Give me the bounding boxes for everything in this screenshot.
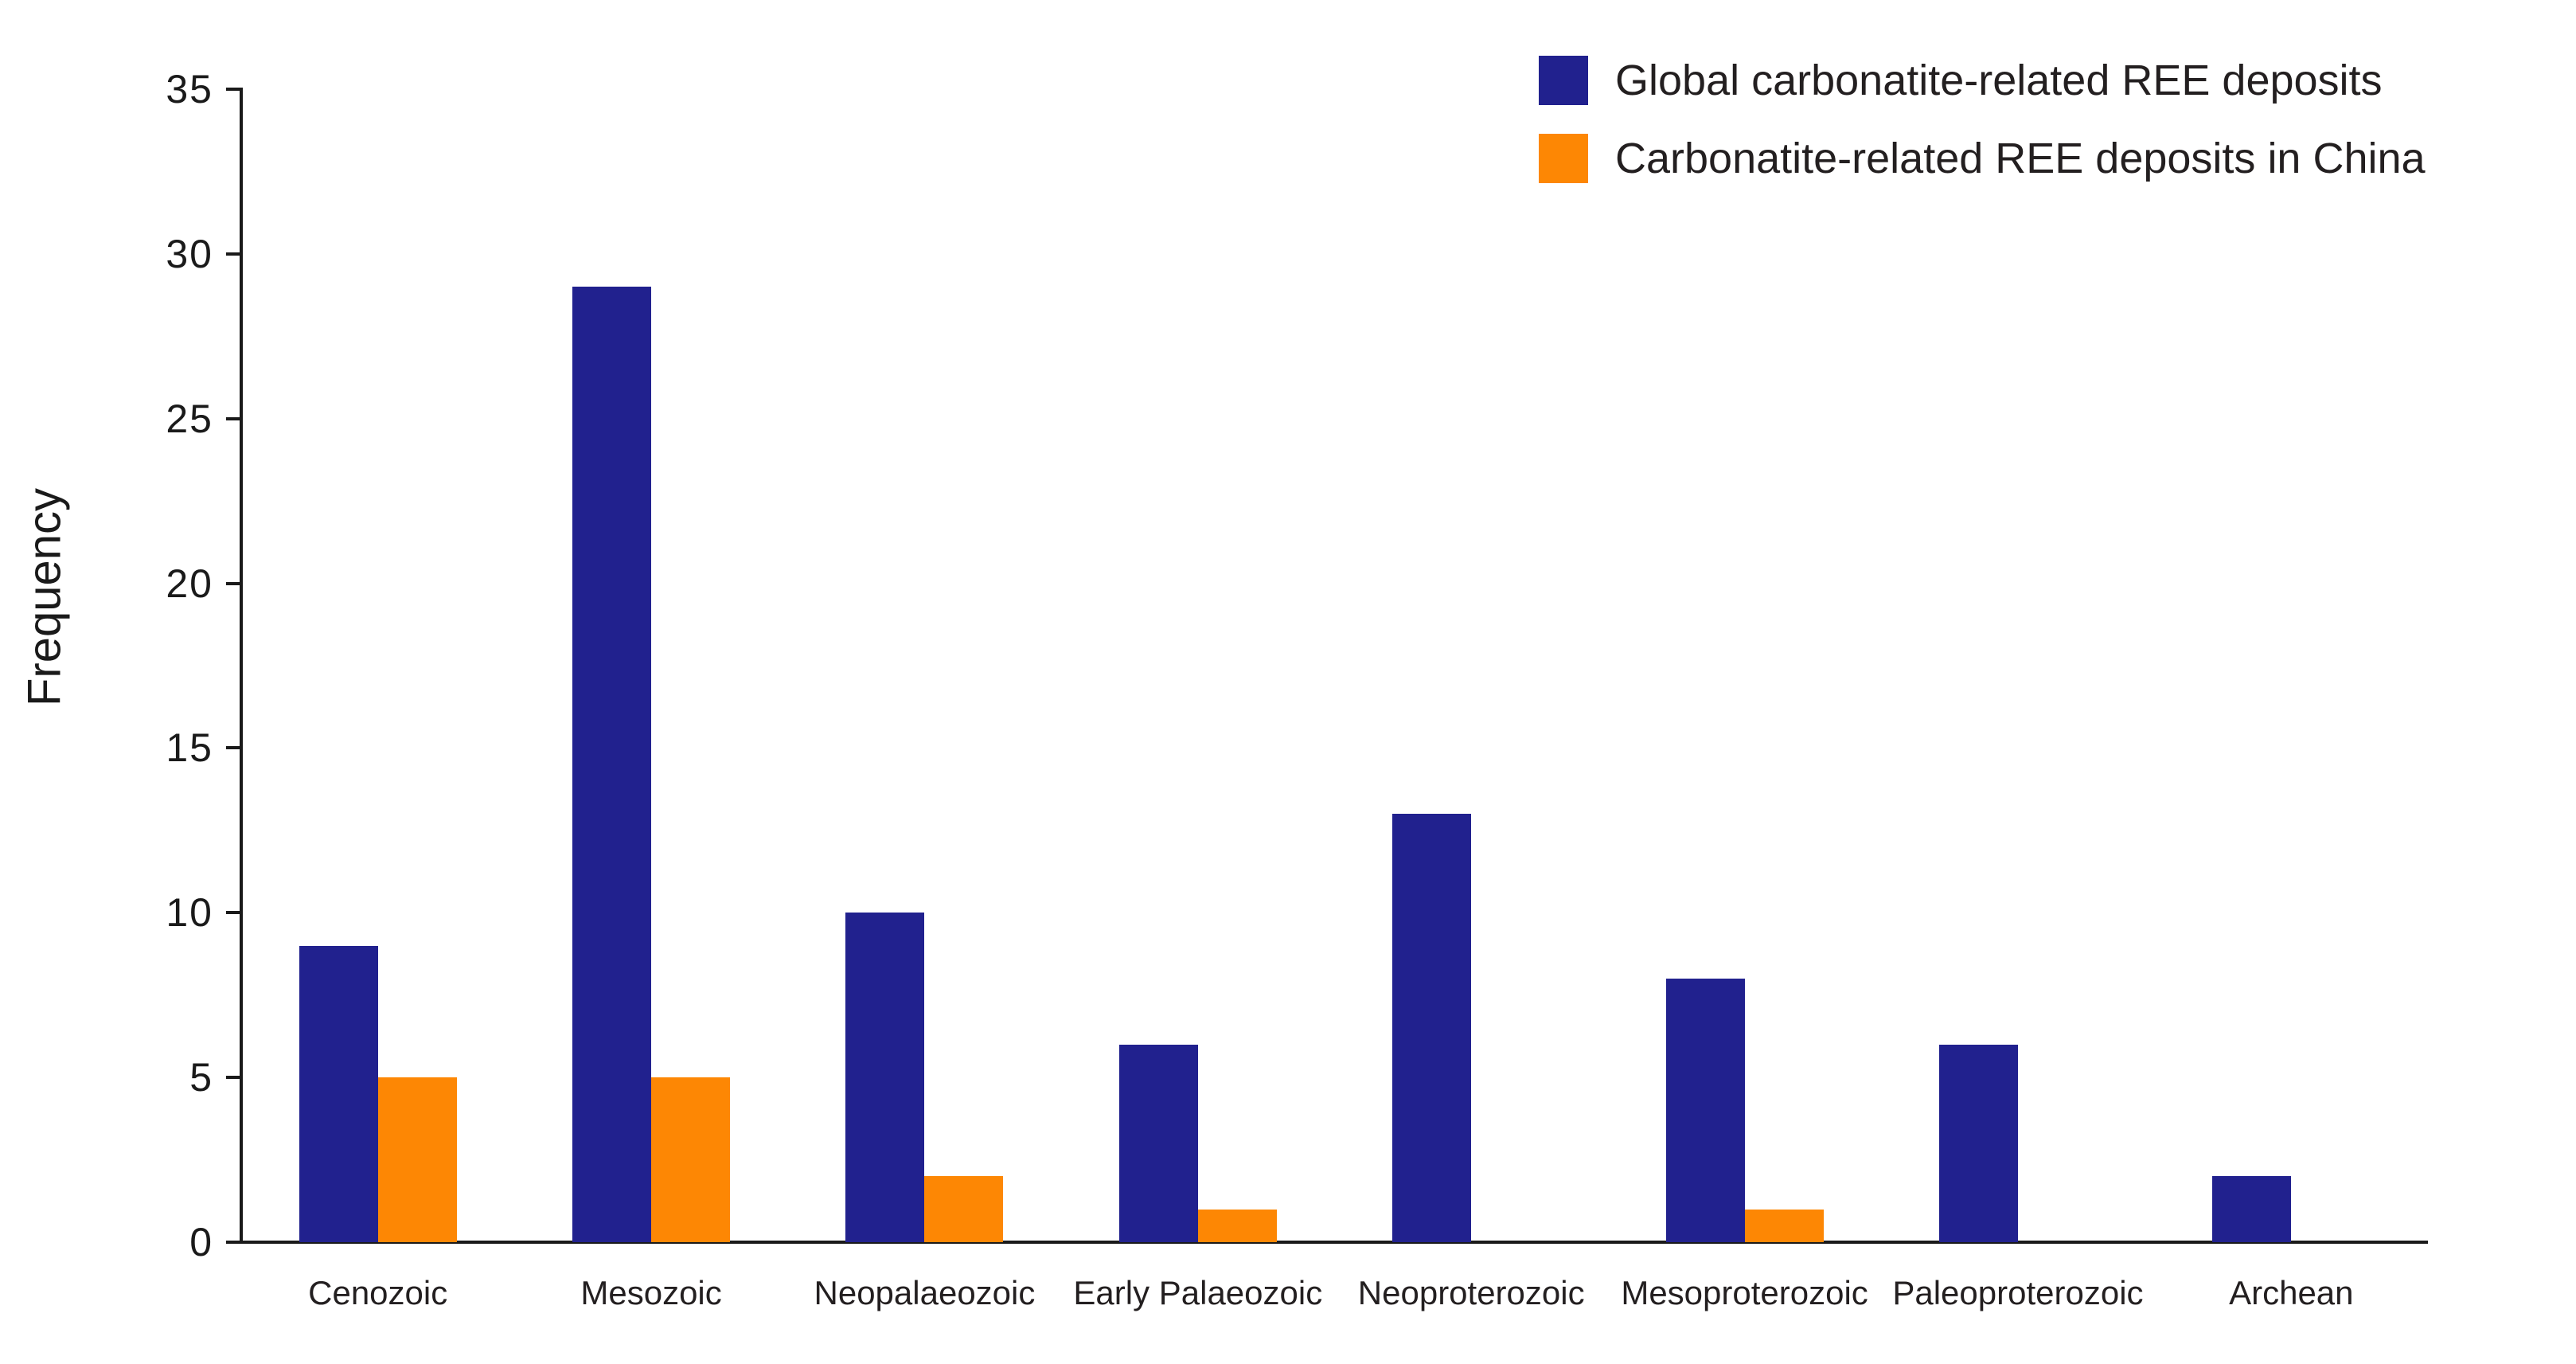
legend-swatch-global bbox=[1539, 56, 1588, 105]
y-tick-mark bbox=[226, 746, 240, 750]
x-category-label: Cenozoic bbox=[308, 1274, 448, 1311]
legend-swatch-china bbox=[1539, 134, 1588, 183]
legend: Global carbonatite-related REE deposits … bbox=[1539, 56, 2426, 212]
y-tick-mark bbox=[226, 252, 240, 256]
y-tick-mark bbox=[226, 88, 240, 91]
bar-china-mesoproterozoic bbox=[1744, 1209, 1824, 1242]
bar-china-mesozoic bbox=[651, 1077, 731, 1242]
bar-global-early-palaeozoic bbox=[1118, 1044, 1198, 1242]
x-category-label: Mesoproterozoic bbox=[1621, 1274, 1868, 1311]
y-tick-mark bbox=[226, 1076, 240, 1080]
y-tick-label: 15 bbox=[166, 725, 213, 771]
legend-item-global: Global carbonatite-related REE deposits bbox=[1539, 56, 2426, 105]
bar-global-archean bbox=[2212, 1176, 2292, 1242]
x-category-label: Paleoproterozoic bbox=[1892, 1274, 2144, 1311]
bar-global-cenozoic bbox=[299, 945, 378, 1242]
bar-china-neopalaeozoic bbox=[924, 1176, 1004, 1242]
bar-global-paleoproterozoic bbox=[1938, 1044, 2018, 1242]
bar-global-neoproterozoic bbox=[1392, 814, 1472, 1242]
x-category-label: Archean bbox=[2229, 1274, 2354, 1311]
x-category-label: Neopalaeozoic bbox=[814, 1274, 1036, 1311]
y-tick-label: 35 bbox=[166, 67, 213, 111]
y-tick-mark bbox=[226, 911, 240, 915]
y-tick-mark bbox=[226, 581, 240, 585]
y-tick-label: 25 bbox=[166, 396, 213, 441]
x-category-label: Early Palaeozoic bbox=[1073, 1274, 1323, 1311]
y-tick-label: 20 bbox=[166, 561, 213, 606]
legend-label-china: Carbonatite-related REE deposits in Chin… bbox=[1615, 135, 2426, 182]
legend-item-china: Carbonatite-related REE deposits in Chin… bbox=[1539, 134, 2426, 183]
legend-label-global: Global carbonatite-related REE deposits bbox=[1615, 57, 2383, 104]
bar-china-cenozoic bbox=[377, 1077, 457, 1242]
y-axis-line bbox=[240, 88, 243, 1244]
y-tick-mark bbox=[226, 416, 240, 420]
bar-global-mesozoic bbox=[572, 287, 652, 1242]
x-axis-line bbox=[240, 1241, 2428, 1244]
x-category-label: Neoproterozoic bbox=[1357, 1274, 1585, 1311]
y-tick-mark bbox=[226, 1241, 240, 1244]
y-tick-label: 5 bbox=[189, 1055, 213, 1100]
y-tick-label: 0 bbox=[189, 1220, 213, 1264]
y-axis-title: Frequency bbox=[18, 487, 71, 707]
y-tick-label: 30 bbox=[166, 231, 213, 276]
x-category-label: Mesozoic bbox=[580, 1274, 722, 1311]
bar-global-mesoproterozoic bbox=[1665, 979, 1745, 1242]
bar-global-neopalaeozoic bbox=[845, 913, 925, 1242]
y-tick-label: 10 bbox=[166, 890, 213, 936]
bar-china-early-palaeozoic bbox=[1197, 1209, 1277, 1242]
